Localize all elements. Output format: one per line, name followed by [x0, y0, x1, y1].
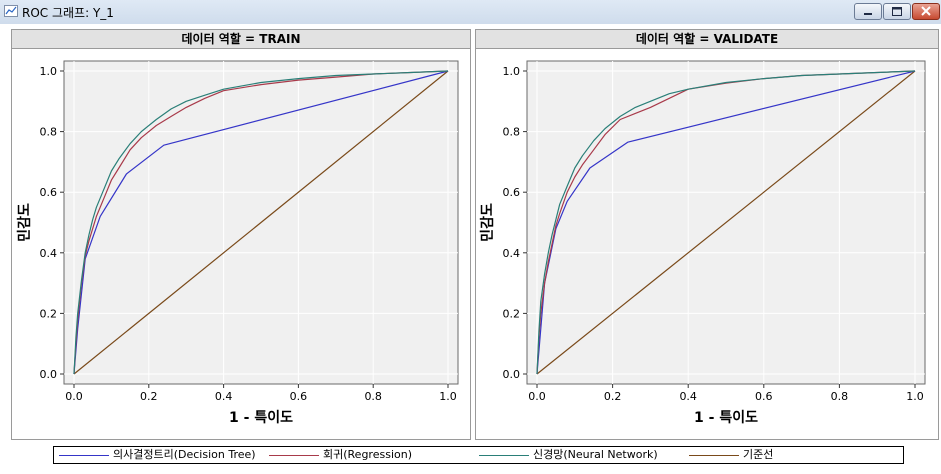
window-title: ROC 그래프: Y_1	[22, 6, 114, 20]
y-tick-label: 0.6	[40, 186, 58, 199]
y-tick-label: 0.8	[40, 126, 58, 139]
legend-item-decision-tree: 의사결정트리(Decision Tree)	[59, 447, 256, 463]
x-tick-label: 0.2	[140, 390, 158, 403]
legend-swatch	[59, 454, 109, 456]
legend-label: 기준선	[743, 448, 774, 461]
close-button[interactable]	[912, 3, 940, 20]
roc-panel-train: 데이터 역할 = TRAIN 0.0 0.2 0.4 0.6 0.8 1.0 0.0 0.2 0…	[11, 29, 471, 440]
close-icon	[921, 6, 931, 16]
maximize-icon	[892, 7, 902, 16]
series-line-decision-tree	[73, 70, 449, 375]
x-tick-label: 1.0	[439, 390, 457, 403]
x-tick-label: 1.0	[906, 390, 924, 403]
plot-area	[63, 60, 459, 385]
maximize-button[interactable]	[883, 3, 911, 20]
title-bar: ROC 그래프: Y_1	[0, 0, 941, 24]
legend-label: 신경망(Neural Network)	[533, 448, 658, 461]
y-tick-label: 0.2	[503, 307, 521, 320]
legend-item-baseline: 기준선	[689, 447, 773, 463]
roc-plot-train: 0.0 0.2 0.4 0.6 0.8 1.0 0.0 0.2 0.4 0.6 0.8 1.0 1 - …	[16, 60, 459, 426]
x-tick-label: 0.0	[528, 390, 546, 403]
x-tick-label: 0.4	[679, 390, 697, 403]
y-tick-label: 0.4	[503, 247, 521, 260]
y-tick-label: 0.0	[503, 368, 521, 381]
legend-item-neural-network: 신경망(Neural Network)	[479, 447, 658, 463]
x-tick-label: 0.8	[831, 390, 849, 403]
panel-frame	[11, 48, 471, 440]
y-tick-label: 0.0	[40, 368, 58, 381]
y-tick-label: 1.0	[503, 65, 521, 78]
legend-label: 회귀(Regression)	[323, 448, 412, 461]
legend-label: 의사결정트리(Decision Tree)	[113, 448, 256, 461]
legend-item-regression: 회귀(Regression)	[269, 447, 412, 463]
legend-swatch	[689, 454, 739, 456]
y-tick-label: 0.2	[40, 307, 58, 320]
panel-title: 데이터 역할 = VALIDATE	[475, 29, 939, 49]
legend-swatch	[269, 454, 319, 456]
x-tick-label: 0.8	[364, 390, 382, 403]
y-tick-label: 0.4	[40, 247, 58, 260]
legend-swatch	[479, 454, 529, 456]
y-tick-label: 0.6	[503, 186, 521, 199]
series-line-baseline	[536, 70, 916, 375]
series-line-neural-network	[73, 70, 449, 375]
x-tick-label: 0.4	[215, 390, 233, 403]
x-tick-label: 0.6	[290, 390, 308, 403]
roc-plot-validate: 0.0 0.2 0.4 0.6 0.8 1.0 0.0 0.2 0.4 0.6 0.8 1.0 1 - …	[479, 60, 926, 426]
series-line-baseline	[73, 70, 449, 375]
roc-panel-validate: 데이터 역할 = VALIDATE 0.0 0.2 0.4 0.6 0.8 1.0 0.0 0…	[475, 29, 939, 440]
minimize-icon	[864, 13, 872, 15]
x-axis-label: 1 - 특이도	[694, 409, 758, 426]
y-tick-label: 0.8	[503, 126, 521, 139]
series-line-neural-network	[536, 70, 916, 375]
legend: 의사결정트리(Decision Tree) 회귀(Regression) 신경망…	[53, 446, 904, 464]
y-axis-label: 민감도	[16, 203, 33, 242]
x-tick-label: 0.2	[604, 390, 622, 403]
y-axis-label: 민감도	[479, 203, 496, 242]
x-tick-label: 0.0	[65, 390, 83, 403]
x-tick-label: 0.6	[755, 390, 773, 403]
x-axis-label: 1 - 특이도	[229, 409, 293, 426]
plot-area	[526, 60, 926, 385]
panel-frame	[475, 48, 939, 440]
chart-app-icon	[4, 5, 18, 17]
y-tick-label: 1.0	[40, 65, 58, 78]
chart-area: 데이터 역할 = TRAIN 0.0 0.2 0.4 0.6 0.8 1.0 0.0 0.2 0…	[0, 24, 941, 474]
minimize-button[interactable]	[854, 3, 882, 20]
